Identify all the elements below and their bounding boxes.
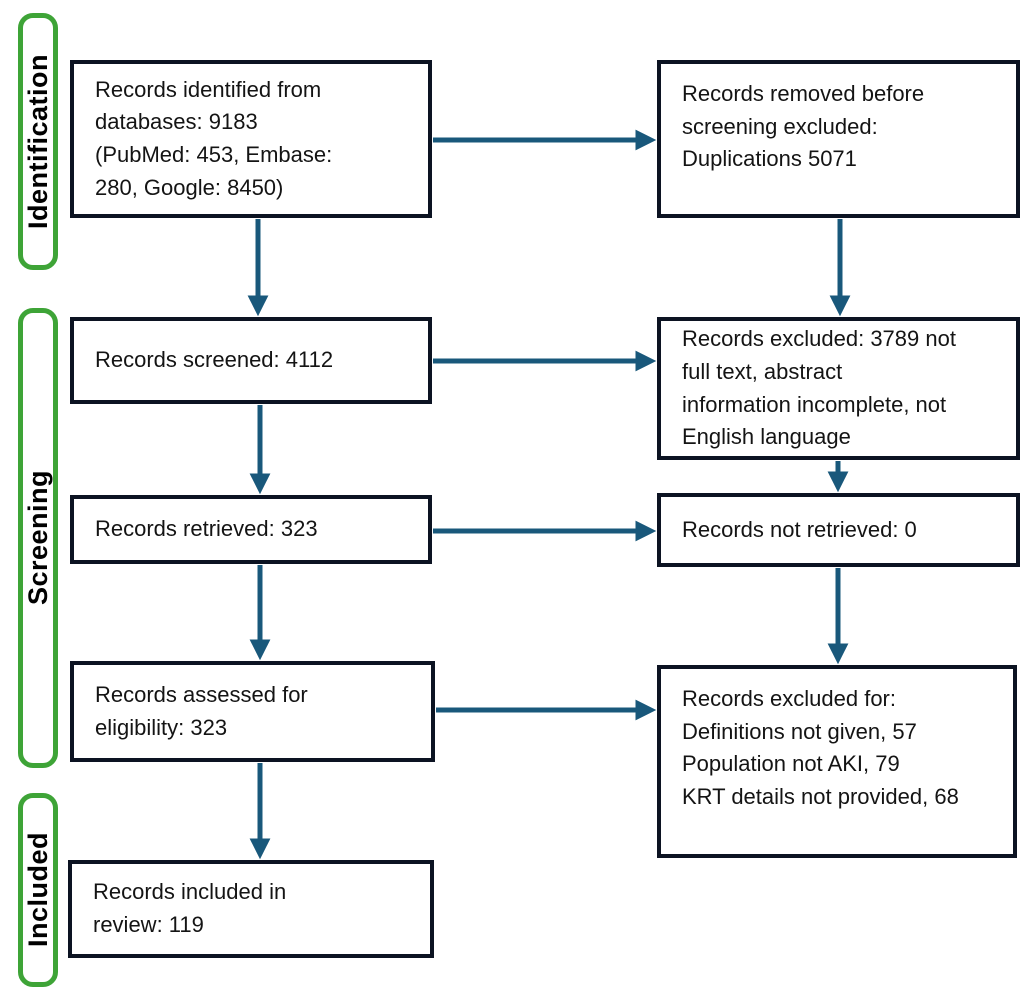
- box-records-removed-text: Records removed before screening exclude…: [682, 81, 925, 172]
- box-records-excluded-eligibility-text: Records excluded for: Definitions not gi…: [682, 686, 959, 809]
- box-records-identified: Records identified from databases: 9183 …: [70, 60, 432, 218]
- box-records-retrieved: Records retrieved: 323: [70, 495, 432, 564]
- stage-label-identification: Identification: [18, 13, 58, 270]
- box-records-included-text: Records included in review: 119: [93, 879, 287, 937]
- box-records-excluded-screening-text: Records excluded: 3789 not full text, ab…: [682, 326, 956, 450]
- box-records-assessed-text: Records assessed for eligibility: 323: [95, 681, 308, 740]
- stage-label-included: Included: [18, 793, 58, 987]
- stage-label-included-text: Included: [22, 832, 53, 948]
- box-records-excluded-screening: Records excluded: 3789 not full text, ab…: [657, 317, 1020, 460]
- box-records-removed: Records removed before screening exclude…: [657, 60, 1020, 218]
- box-records-assessed: Records assessed for eligibility: 323: [70, 661, 435, 762]
- box-records-included: Records included in review: 119: [68, 860, 434, 958]
- box-records-identified-text: Records identified from databases: 9183 …: [95, 76, 333, 200]
- stage-label-screening-text: Screening: [22, 470, 53, 606]
- box-records-screened: Records screened: 4112: [70, 317, 432, 404]
- stage-label-screening: Screening: [18, 308, 58, 768]
- box-records-not-retrieved: Records not retrieved: 0: [657, 493, 1020, 567]
- box-records-excluded-eligibility: Records excluded for: Definitions not gi…: [657, 665, 1017, 858]
- box-records-screened-text: Records screened: 4112: [95, 347, 334, 373]
- box-records-retrieved-text: Records retrieved: 323: [95, 516, 318, 542]
- box-records-not-retrieved-text: Records not retrieved: 0: [682, 516, 917, 542]
- stage-label-identification-text: Identification: [22, 54, 53, 229]
